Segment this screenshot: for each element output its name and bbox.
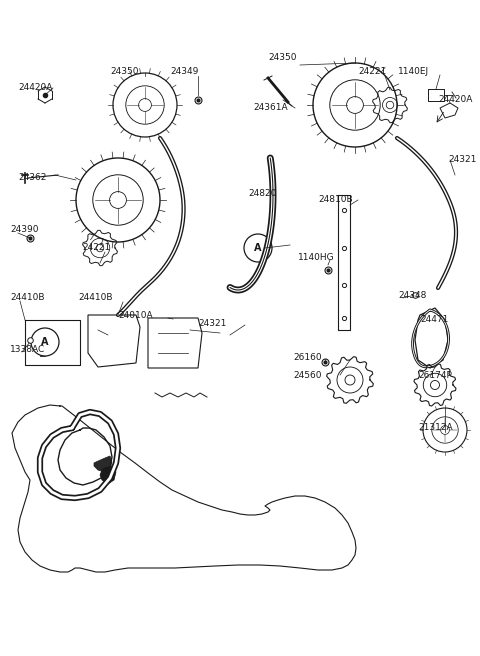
Text: 24349: 24349	[170, 68, 198, 77]
Text: 24810B: 24810B	[318, 195, 353, 205]
Polygon shape	[100, 466, 116, 484]
Text: 24010A: 24010A	[118, 310, 153, 319]
Text: 24420A: 24420A	[438, 96, 472, 104]
Text: 24350: 24350	[110, 68, 139, 77]
Text: 24321: 24321	[448, 155, 476, 165]
Text: 1140HG: 1140HG	[298, 253, 335, 262]
Text: A: A	[254, 243, 262, 253]
Text: 1140EJ: 1140EJ	[398, 68, 429, 77]
Text: 24362: 24362	[18, 173, 47, 182]
Text: 24350: 24350	[268, 54, 297, 62]
Text: 24420A: 24420A	[18, 83, 52, 92]
Text: 26174P: 26174P	[418, 371, 452, 380]
Text: 24820: 24820	[248, 188, 276, 197]
Text: 24221: 24221	[358, 68, 386, 77]
Text: 24321: 24321	[198, 319, 227, 327]
Text: 24390: 24390	[10, 226, 38, 234]
Text: 24560: 24560	[293, 371, 322, 380]
Text: 21312A: 21312A	[418, 424, 453, 432]
Text: 24410B: 24410B	[10, 293, 45, 302]
Text: 24410B: 24410B	[78, 293, 112, 302]
Text: 24361A: 24361A	[253, 104, 288, 112]
Text: 24348: 24348	[398, 291, 426, 300]
Polygon shape	[94, 456, 112, 472]
Text: A: A	[41, 337, 49, 347]
Text: 1338AC: 1338AC	[10, 346, 45, 354]
Text: 24471: 24471	[420, 316, 448, 325]
Text: 26160: 26160	[293, 354, 322, 363]
Text: 24221: 24221	[82, 243, 110, 253]
